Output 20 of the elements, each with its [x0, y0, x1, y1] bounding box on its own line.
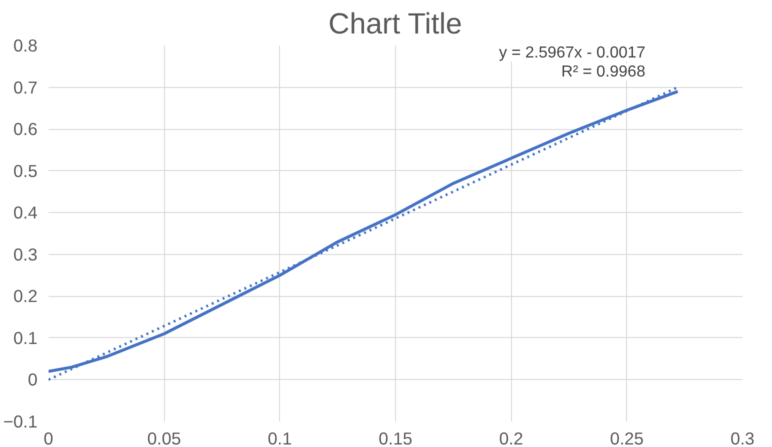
- x-tick-label: 0.3: [730, 428, 755, 447]
- annotation: R² = 0.9968: [561, 63, 646, 80]
- y-tick-label: 0.8: [13, 36, 38, 56]
- annotation: y = 2.5967x - 0.0017: [499, 44, 646, 62]
- x-tick-label: 0.15: [378, 428, 412, 447]
- y-tick-label: 0.1: [13, 328, 38, 348]
- x-tick-label: 0.25: [610, 428, 644, 447]
- x-tick-label: 0.1: [268, 428, 292, 447]
- chart-title: Chart Title: [328, 8, 462, 40]
- y-tick-label: 0.4: [13, 202, 38, 223]
- x-tick-label: 0.05: [147, 428, 182, 447]
- y-tick-label: 0.7: [13, 77, 38, 98]
- y-tick-label: 0.5: [13, 160, 38, 181]
- y-tick-label: 0.2: [13, 286, 38, 306]
- y-tick-label: 0.3: [13, 244, 38, 264]
- y-tick-label: 0: [28, 370, 38, 390]
- x-tick-label: 0: [44, 428, 54, 447]
- x-tick-label: 0.2: [499, 428, 524, 447]
- y-tick-label: −0.1: [3, 412, 38, 432]
- y-tick-label: 0.6: [13, 119, 38, 140]
